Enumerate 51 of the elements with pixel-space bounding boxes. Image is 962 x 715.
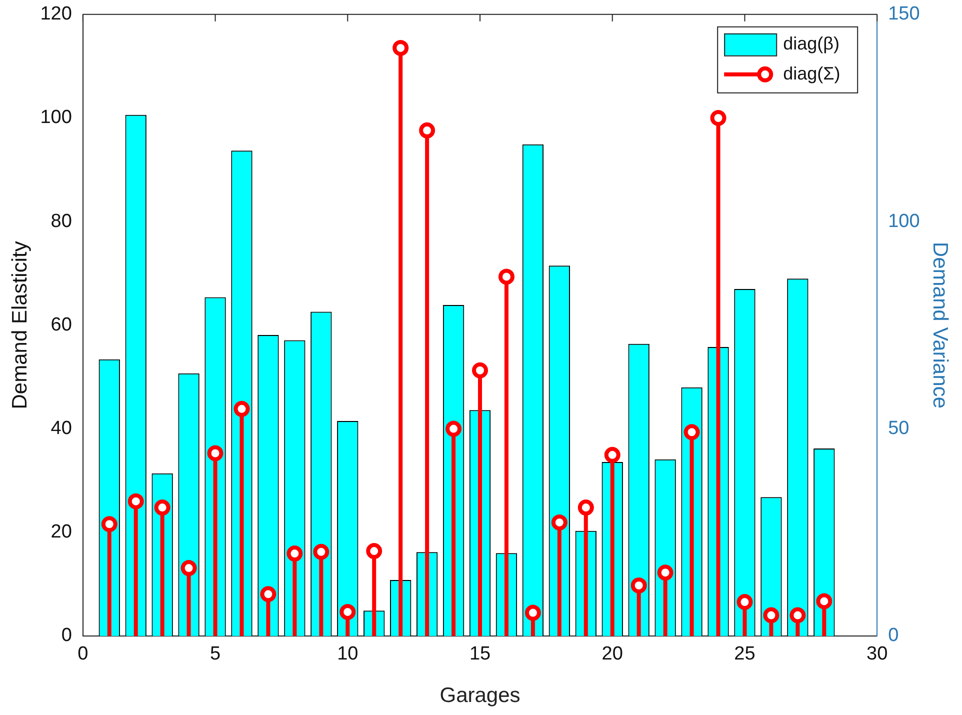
point	[763, 607, 780, 624]
point	[313, 544, 330, 560]
point	[419, 122, 436, 138]
x-tick-label: 10	[337, 644, 358, 665]
x-tick-label: 5	[210, 644, 221, 665]
y-tick-label: 40	[50, 418, 72, 440]
y-tick-label: 20	[50, 522, 72, 543]
point	[578, 500, 594, 516]
y-tick-label: 120	[40, 4, 72, 25]
point	[472, 362, 488, 378]
legend-label: diag(Σ)	[783, 63, 840, 84]
point	[128, 493, 144, 510]
x-tick-label: 20	[602, 644, 623, 665]
point	[710, 110, 726, 126]
legend-label: diag(β)	[783, 33, 840, 54]
y-tick-label: 60	[50, 314, 72, 336]
point	[446, 420, 462, 437]
y-axis-title: Demand Elasticity	[8, 240, 32, 410]
x-tick-label: 15	[469, 644, 491, 665]
point	[498, 268, 514, 285]
point	[551, 514, 568, 530]
y2-tick-label: 100	[888, 210, 920, 232]
point	[286, 546, 303, 562]
x-tick-label: 30	[866, 644, 888, 665]
y-tick-label: 100	[40, 107, 72, 128]
point	[101, 516, 118, 532]
x-axis-title: Garages	[440, 684, 520, 708]
point	[154, 500, 170, 516]
point	[816, 593, 832, 610]
y2-axis-title: Demand Variance	[928, 242, 952, 408]
point	[604, 446, 620, 463]
point	[790, 607, 806, 624]
point	[392, 40, 409, 56]
point	[260, 586, 276, 602]
point	[736, 594, 753, 610]
point	[684, 424, 700, 440]
point	[366, 543, 382, 560]
y2-tick-label: 0	[888, 625, 899, 646]
point	[630, 577, 647, 594]
y-tick-label: 80	[50, 210, 72, 232]
point	[207, 445, 224, 462]
y2-tick-label: 150	[888, 4, 920, 25]
point	[657, 564, 674, 581]
x-tick-label: 0	[78, 644, 88, 665]
y2-tick-label: 50	[888, 418, 910, 440]
point	[180, 560, 197, 576]
point	[234, 400, 250, 417]
point	[340, 604, 356, 620]
point	[524, 604, 541, 621]
y-tick-label: 0	[61, 625, 72, 646]
x-tick-label: 25	[734, 644, 756, 665]
